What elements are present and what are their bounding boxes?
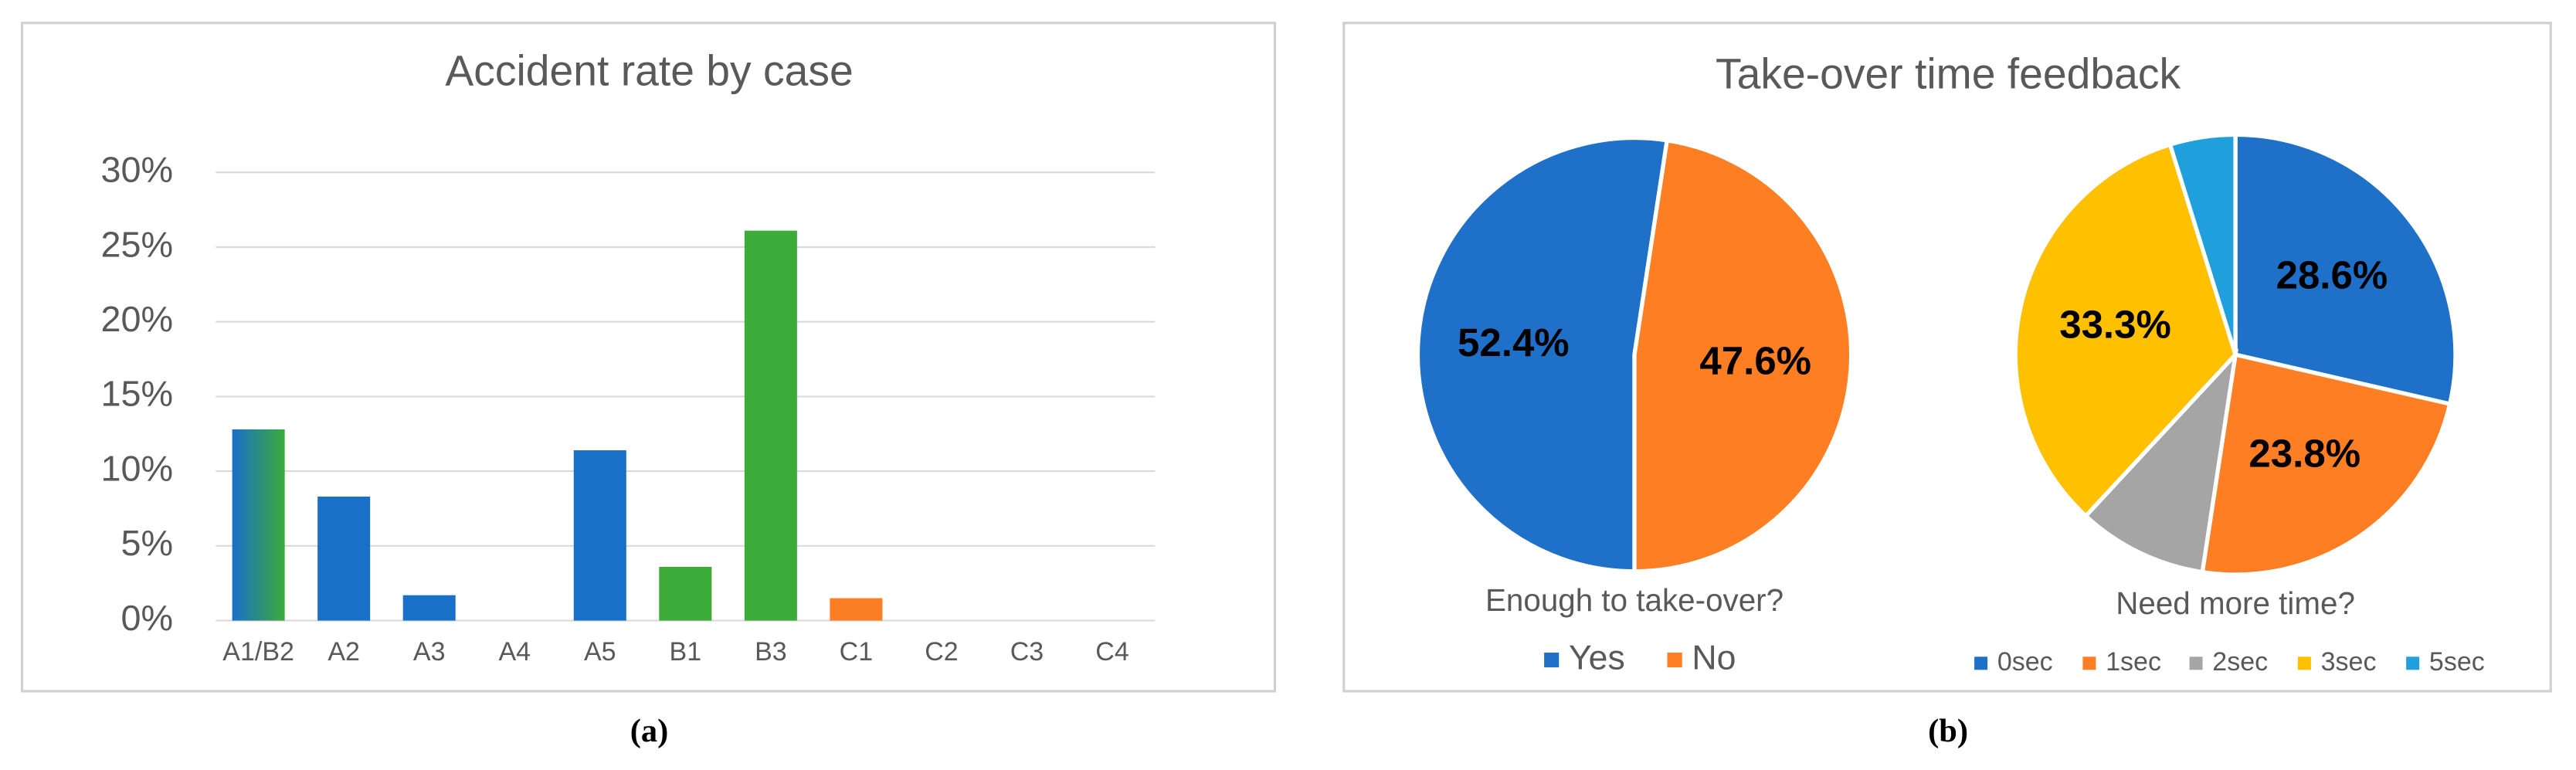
pie-slice xyxy=(1632,137,1854,574)
pie-slice xyxy=(2082,348,2239,575)
data-label: 23.8% xyxy=(2248,432,2360,476)
x-tick-label: A5 xyxy=(584,637,616,667)
x-tick-label: A2 xyxy=(328,637,360,667)
legend-label: 5sec xyxy=(2429,647,2485,677)
x-tick-label: C4 xyxy=(1095,637,1128,667)
data-label: 28.6% xyxy=(2276,253,2388,297)
chart-title: Take-over time feedback xyxy=(1716,50,2181,98)
chart-title: Accident rate by case xyxy=(445,46,853,94)
legend-label: 2sec xyxy=(2212,647,2268,677)
bar xyxy=(232,429,285,621)
legend-swatch xyxy=(1544,653,1560,668)
pie-subtitle: Enough to take-over? xyxy=(1485,582,1784,618)
legend-label: 0sec xyxy=(1997,647,2053,677)
caption: (a) xyxy=(630,713,669,749)
y-tick-label: 0% xyxy=(121,598,174,638)
pie-slice xyxy=(2233,132,2458,407)
legend-swatch xyxy=(2297,656,2311,670)
data-label: 47.6% xyxy=(1699,338,1811,382)
legend-label: No xyxy=(1692,639,1736,677)
legend-swatch xyxy=(2189,656,2203,670)
x-tick-label: C2 xyxy=(925,637,958,667)
bar xyxy=(317,496,371,621)
data-label: 33.3% xyxy=(2059,302,2171,346)
x-tick-label: A1/B2 xyxy=(222,637,294,667)
legend-label: 1sec xyxy=(2106,647,2161,677)
y-tick-label: 25% xyxy=(101,224,174,264)
legend-swatch xyxy=(2082,656,2096,670)
x-tick-label: A3 xyxy=(413,637,446,667)
y-tick-label: 30% xyxy=(101,150,174,190)
pie-slice xyxy=(1415,135,1670,574)
bar xyxy=(830,598,883,621)
pie-slice xyxy=(2013,141,2238,519)
bar xyxy=(573,450,626,621)
caption: (b) xyxy=(1928,713,1968,749)
x-tick-label: C1 xyxy=(840,637,873,667)
x-tick-label: C3 xyxy=(1010,637,1044,667)
y-tick-label: 10% xyxy=(101,448,174,488)
legend-swatch xyxy=(1667,653,1682,668)
bar xyxy=(659,566,712,621)
data-label: 52.4% xyxy=(1458,321,1570,365)
bar xyxy=(744,230,797,621)
panel-a xyxy=(20,22,1277,693)
x-tick-label: A4 xyxy=(498,637,531,667)
y-tick-label: 20% xyxy=(101,299,174,339)
pie-slice xyxy=(2167,132,2238,355)
y-tick-label: 5% xyxy=(121,523,174,563)
legend-swatch xyxy=(2406,656,2420,670)
y-tick-label: 15% xyxy=(101,374,174,414)
x-tick-label: B1 xyxy=(670,637,702,667)
legend-label: Yes xyxy=(1569,639,1625,677)
legend-label: 3sec xyxy=(2321,647,2377,677)
bar xyxy=(402,595,456,621)
pie-slice xyxy=(2200,351,2452,577)
x-tick-label: B3 xyxy=(755,637,787,667)
pie-subtitle: Need more time? xyxy=(2116,585,2355,621)
legend-swatch xyxy=(1974,656,1988,670)
